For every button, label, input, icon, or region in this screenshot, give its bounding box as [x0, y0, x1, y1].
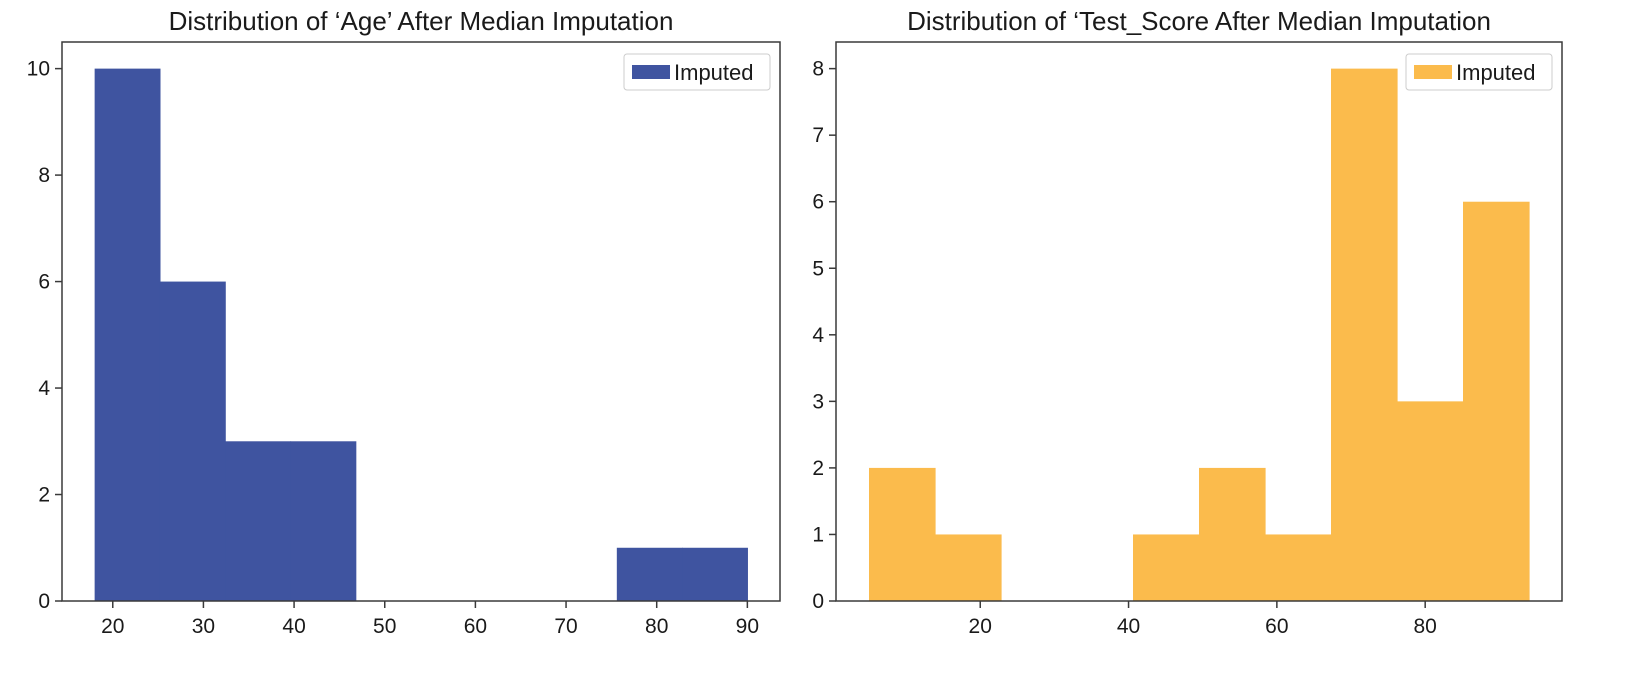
- histogram-bar: [290, 441, 357, 601]
- chart-title: Distribution of ‘Age’ After Median Imput…: [169, 6, 674, 36]
- x-tick-label: 50: [373, 615, 396, 638]
- y-tick-label: 0: [38, 590, 50, 613]
- y-tick-label: 5: [812, 257, 824, 280]
- y-tick-label: 2: [812, 457, 824, 480]
- x-tick-label: 30: [192, 615, 215, 638]
- y-tick-label: 4: [38, 377, 50, 400]
- histogram-bar: [159, 281, 226, 601]
- histogram-bar: [1133, 534, 1200, 601]
- y-tick-label: 2: [38, 484, 50, 507]
- histogram-bar: [682, 547, 748, 601]
- bars: [94, 68, 748, 602]
- legend: Imputed: [1405, 53, 1553, 91]
- histogram-bar: [869, 467, 936, 601]
- y-tick-label: 3: [812, 390, 824, 413]
- y-tick-label: 1: [812, 523, 824, 546]
- histogram-bar: [94, 68, 161, 602]
- legend-label: Imputed: [1456, 60, 1536, 85]
- histogram-bar: [1265, 534, 1332, 601]
- histogram-bar: [1331, 68, 1398, 602]
- y-tick-label: 6: [812, 191, 824, 214]
- x-tick-label: 80: [645, 615, 668, 638]
- bars: [869, 68, 1530, 602]
- y-tick-label: 10: [27, 58, 50, 81]
- y-tick-label: 7: [812, 124, 824, 147]
- x-tick-label: 20: [101, 615, 124, 638]
- histogram-bar: [225, 441, 292, 601]
- histogram-bar: [1199, 467, 1266, 601]
- legend-label: Imputed: [674, 60, 754, 85]
- y-tick-label: 4: [812, 324, 824, 347]
- x-tick-label: 60: [1265, 615, 1288, 638]
- axes-frame: [835, 41, 1563, 602]
- x-tick-label: 70: [554, 615, 577, 638]
- y-tick-label: 8: [812, 58, 824, 81]
- legend-swatch: [632, 65, 670, 79]
- chart-title: Distribution of ‘Test_Score After Median…: [907, 6, 1491, 36]
- histogram-bar: [616, 547, 683, 601]
- y-tick-label: 8: [38, 164, 50, 187]
- legend-box: [623, 53, 771, 91]
- histogram-bar: [935, 534, 1002, 601]
- x-tick-label: 40: [282, 615, 305, 638]
- x-tick-label: 40: [1117, 615, 1140, 638]
- legend: Imputed: [623, 53, 771, 91]
- x-tick-label: 20: [969, 615, 992, 638]
- y-tick-label: 0: [812, 590, 824, 613]
- axes-frame: [61, 41, 781, 602]
- histogram-bar: [1463, 201, 1530, 601]
- x-tick-label: 80: [1414, 615, 1437, 638]
- y-tick-label: 6: [38, 271, 50, 294]
- x-tick-label: 60: [464, 615, 487, 638]
- chart-panel-1: Distribution of ‘Age’ After Median Imput…: [27, 6, 781, 638]
- chart-panel-2: Distribution of ‘Test_Score After Median…: [812, 6, 1563, 638]
- legend-box: [1405, 53, 1553, 91]
- legend-swatch: [1414, 65, 1452, 79]
- x-tick-label: 90: [736, 615, 759, 638]
- histogram-bar: [1397, 401, 1464, 601]
